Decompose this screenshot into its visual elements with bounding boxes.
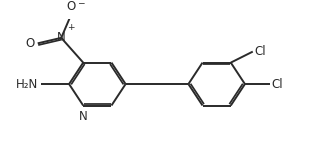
Text: Cl: Cl	[254, 45, 266, 58]
Text: H₂N: H₂N	[15, 78, 38, 91]
Text: +: +	[68, 23, 75, 32]
Text: O: O	[66, 0, 75, 13]
Text: −: −	[77, 0, 84, 8]
Text: O: O	[25, 37, 35, 50]
Text: N: N	[57, 31, 66, 44]
Text: N: N	[79, 110, 88, 123]
Text: Cl: Cl	[272, 78, 283, 91]
